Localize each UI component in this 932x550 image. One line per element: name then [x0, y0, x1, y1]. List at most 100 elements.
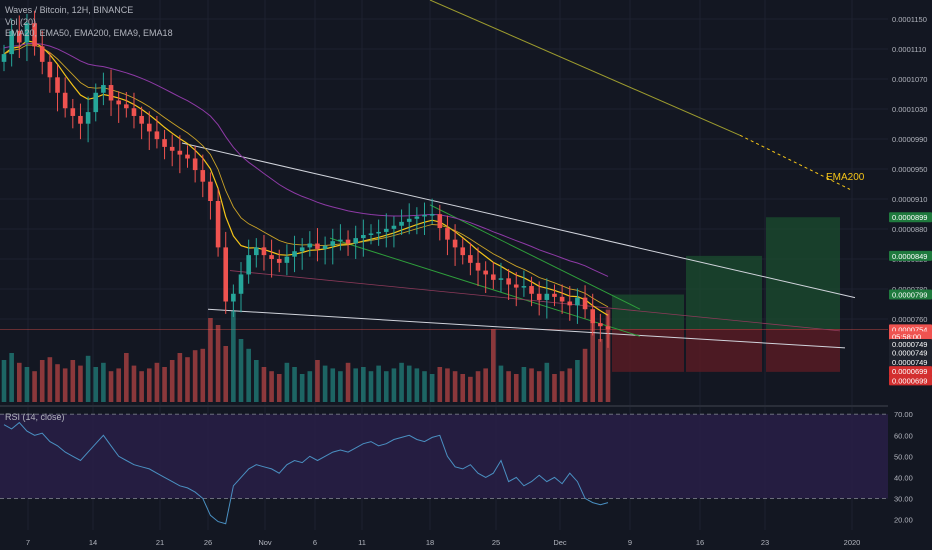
time-tick-label: 9	[628, 538, 632, 547]
price-axis[interactable]: 0.0001150 0.0001110 0.0001070 0.0001030 0.00…	[888, 0, 932, 550]
candle-body	[276, 258, 282, 263]
rsi-band	[0, 414, 888, 499]
candle-body	[261, 247, 267, 256]
volume-bar	[146, 368, 152, 402]
volume-bar	[231, 311, 236, 402]
volume-bar	[299, 374, 305, 402]
time-axis[interactable]: 7 14 21 26 Nov 6 11 18 25 Dec 9 16 23 2020	[0, 532, 932, 550]
volume-bar	[70, 360, 76, 402]
candle-body	[353, 238, 358, 244]
volume-bar	[24, 367, 30, 402]
time-tick-label: Nov	[258, 538, 272, 547]
candle-body	[124, 104, 129, 109]
symbol-legend[interactable]: Waves / Bitcoin, 12H, BINANCE	[5, 5, 134, 15]
rsi-pane	[0, 413, 888, 525]
volume-bar	[261, 367, 267, 402]
volume-bar	[452, 371, 458, 402]
volume-bar	[39, 360, 45, 402]
volume-bar	[399, 362, 404, 402]
volume-bar	[460, 374, 466, 402]
candle-body	[475, 262, 481, 271]
volume-bar	[177, 353, 183, 402]
volume-bar	[361, 367, 366, 402]
candle-body	[406, 218, 412, 222]
time-tick-label: 21	[156, 538, 164, 547]
price-tag	[889, 339, 932, 350]
candle-body	[460, 247, 466, 256]
trendlines	[181, 0, 856, 349]
candle-body	[39, 46, 45, 62]
volume-bar	[85, 355, 91, 402]
candle-body	[575, 297, 580, 306]
profit-zone	[686, 255, 762, 330]
candle-body	[55, 77, 60, 93]
candle-body	[422, 214, 427, 217]
lower-wedge-line	[207, 308, 846, 349]
volume-bar	[575, 360, 580, 402]
candle-body	[192, 158, 198, 171]
candle-body	[468, 255, 473, 263]
candle-body	[322, 245, 328, 249]
candle-body	[414, 216, 420, 219]
price-tick-label: 0.0001070	[892, 75, 927, 84]
ema-line-fast	[3, 40, 609, 316]
volume-bar	[16, 362, 22, 402]
price-tag	[889, 250, 932, 261]
volume-bar	[292, 367, 297, 402]
price-tick-label: 0.0000910	[892, 195, 927, 204]
volume-bar	[269, 371, 274, 402]
volume-bar	[605, 309, 611, 402]
candle-body	[246, 255, 251, 275]
volume-bar	[307, 371, 313, 402]
time-tick-label: 23	[761, 538, 769, 547]
ema-legend[interactable]: EMA20, EMA50, EMA200, EMA9, EMA18	[5, 28, 173, 38]
time-tick-label: 26	[204, 538, 212, 547]
price-axis-background	[888, 0, 932, 550]
volume-bar	[468, 376, 473, 402]
time-tick-label: 6	[313, 538, 317, 547]
candle-body	[536, 293, 542, 300]
candle-body	[101, 85, 106, 93]
price-tag	[889, 375, 932, 386]
candle-body	[452, 239, 458, 248]
candle-body	[399, 221, 404, 226]
volume-bar	[491, 329, 496, 402]
volume-legend[interactable]: Vol (20)	[5, 17, 37, 27]
price-tag	[889, 347, 932, 358]
candle-body	[383, 228, 389, 232]
volume-bar	[32, 371, 37, 402]
candle-body	[437, 214, 443, 229]
time-tick-label: 2020	[844, 538, 861, 547]
volume-bar	[521, 367, 527, 402]
volume-bar	[429, 374, 435, 402]
candle-body	[32, 23, 37, 47]
price-tick-label: 0.0000880	[892, 225, 927, 234]
volume-bar	[559, 371, 565, 402]
price-tick-label: 0.0000950	[892, 165, 927, 174]
rsi-legend[interactable]: RSI (14, close)	[5, 412, 65, 422]
candle-body	[368, 233, 374, 236]
volume-bar	[483, 368, 488, 402]
candle-body	[139, 115, 144, 124]
price-tag-label: 0.0000899	[892, 213, 927, 222]
candle-body	[559, 296, 565, 302]
volume-bar	[200, 348, 206, 402]
price-tag-label: 0.0000749	[892, 358, 927, 367]
channel-lower-line	[329, 237, 641, 337]
volume-bar	[62, 368, 68, 402]
volume-bar	[437, 367, 443, 402]
candle-body	[47, 61, 53, 78]
candle-body	[223, 247, 229, 302]
candle-body	[93, 92, 99, 113]
candle-body	[78, 115, 83, 124]
volume-bar	[590, 320, 596, 402]
price-tag	[889, 331, 932, 342]
candle-body	[391, 225, 397, 229]
loss-zone	[766, 329, 840, 372]
rsi-tick-label: 70.00	[894, 410, 913, 419]
candle-body	[590, 309, 596, 324]
candle-body	[269, 255, 274, 259]
volume-bar	[513, 374, 519, 402]
candle-body	[208, 181, 213, 201]
